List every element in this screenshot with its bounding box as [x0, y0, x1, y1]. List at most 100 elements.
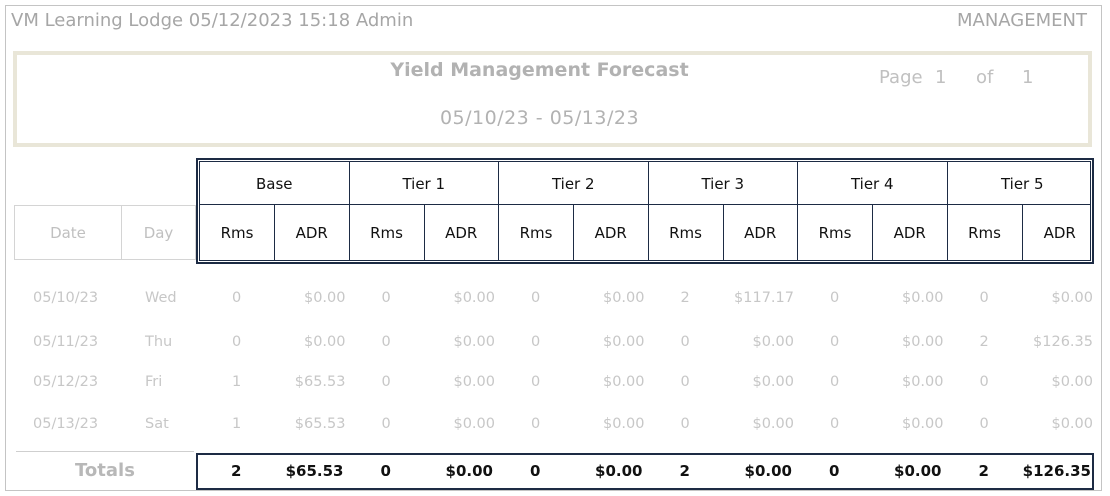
row-adr: $65.53 [294, 374, 346, 390]
tier-header-5: Tier 5 [1000, 174, 1044, 193]
row-adr: $65.53 [294, 416, 346, 432]
row-adr: $0.00 [303, 334, 346, 350]
tier-header-2: Tier 2 [499, 162, 649, 205]
adr-header-4: ADR [873, 205, 948, 260]
rms-header-4: Rms [798, 205, 873, 260]
tier-header-grid: Base Rms ADR Tier 1 Rms ADR Tier 2 Rms ADR Tier 3… [196, 158, 1094, 264]
row-rms: 0 [381, 416, 391, 432]
row-rms: 0 [680, 374, 690, 390]
row-adr: $0.00 [303, 290, 346, 306]
total-rms: 0 [380, 462, 391, 480]
row-adr: $0.00 [1051, 374, 1093, 390]
row-rms: 2 [680, 290, 690, 306]
report-date-range: 05/10/23 - 05/13/23 [439, 107, 640, 129]
page-number: 1 [935, 67, 947, 88]
row-date: 05/13/23 [33, 416, 99, 432]
row-rms: 2 [979, 334, 989, 350]
report-frame [5, 5, 1102, 491]
row-date: 05/12/23 [33, 374, 99, 390]
row-rms: 0 [531, 374, 541, 390]
totals-row: 2 $65.53 0 $0.00 0 $0.00 2 $0.00 0 $0.00 2 $126.35 [196, 453, 1094, 490]
row-day: Wed [145, 290, 177, 306]
row-adr: $0.00 [752, 416, 794, 432]
adr-header-5: ADR [1043, 223, 1076, 242]
row-adr: $0.00 [602, 290, 645, 306]
row-date: 05/10/23 [33, 290, 99, 306]
adr-header-0: ADR [275, 205, 350, 260]
row-rms: 0 [830, 374, 840, 390]
row-adr: $0.00 [602, 416, 645, 432]
total-adr: $65.53 [285, 462, 344, 480]
row-adr: $0.00 [453, 374, 495, 390]
report-title: Yield Management Forecast [390, 59, 689, 81]
page-total: 1 [1022, 67, 1034, 88]
total-rms: 0 [829, 462, 840, 480]
adr-header-1: ADR [425, 205, 499, 260]
row-rms: 0 [830, 416, 840, 432]
tier-header-3: Tier 3 [649, 162, 798, 205]
rms-header-3: Rms [649, 205, 724, 260]
row-rms: 0 [979, 416, 989, 432]
report-category: MANAGEMENT [957, 10, 1087, 31]
adr-header-2: ADR [574, 205, 649, 260]
total-adr: $0.00 [445, 462, 493, 480]
rms-header-0: Rms [200, 205, 275, 260]
total-rms: 2 [231, 462, 242, 480]
row-adr: $0.00 [602, 374, 645, 390]
row-adr: $0.00 [1051, 416, 1093, 432]
row-rms: 1 [232, 374, 242, 390]
row-adr: $0.00 [453, 334, 495, 350]
row-adr: $0.00 [1051, 290, 1093, 306]
row-rms: 0 [979, 374, 989, 390]
row-rms: 0 [979, 290, 989, 306]
total-adr: $0.00 [744, 462, 792, 480]
total-rms: 2 [679, 462, 690, 480]
adr-header-3: ADR [724, 205, 798, 260]
row-rms: 0 [232, 290, 242, 306]
of-label: of [976, 67, 994, 88]
rms-header-5: Rms [948, 205, 1023, 260]
row-adr: $0.00 [453, 416, 495, 432]
row-adr: $0.00 [901, 334, 944, 350]
header-divider [200, 204, 1090, 205]
row-adr: $0.00 [602, 334, 645, 350]
row-rms: 0 [531, 290, 541, 306]
row-adr: $0.00 [752, 334, 794, 350]
row-adr: $0.00 [901, 416, 944, 432]
total-adr: $0.00 [894, 462, 942, 480]
row-rms: 0 [531, 416, 541, 432]
row-rms: 0 [381, 290, 391, 306]
row-date: 05/11/23 [33, 334, 99, 350]
row-rms: 1 [232, 416, 242, 432]
total-adr: $126.35 [1022, 462, 1091, 480]
row-rms: 0 [381, 334, 391, 350]
total-adr: $0.00 [595, 462, 643, 480]
day-column-header: Day [122, 205, 196, 260]
row-rms: 0 [680, 334, 690, 350]
row-rms: 0 [381, 374, 391, 390]
report-header-info: VM Learning Lodge 05/12/2023 15:18 Admin [11, 10, 414, 31]
row-adr: $126.35 [1033, 334, 1093, 350]
row-adr: $0.00 [453, 290, 495, 306]
page-label: Page [879, 67, 923, 88]
tier-header-0: Base [200, 162, 350, 205]
row-adr: $0.00 [901, 374, 944, 390]
row-adr: $0.00 [901, 290, 944, 306]
totals-label: Totals [16, 451, 194, 489]
row-day: Thu [145, 334, 173, 350]
row-rms: 0 [232, 334, 242, 350]
row-day: Fri [145, 374, 163, 390]
row-rms: 0 [680, 416, 690, 432]
total-rms: 0 [530, 462, 541, 480]
rms-header-1: Rms [350, 205, 425, 260]
tier-header-1: Tier 1 [350, 162, 499, 205]
row-rms: 0 [830, 334, 840, 350]
report-title-box [13, 51, 1092, 147]
rms-header-2: Rms [499, 205, 574, 260]
row-rms: 0 [531, 334, 541, 350]
row-adr: $117.17 [734, 290, 794, 306]
date-column-header: Date [14, 205, 122, 260]
row-day: Sat [145, 416, 169, 432]
tier-header-4: Tier 4 [798, 162, 948, 205]
row-rms: 0 [830, 290, 840, 306]
